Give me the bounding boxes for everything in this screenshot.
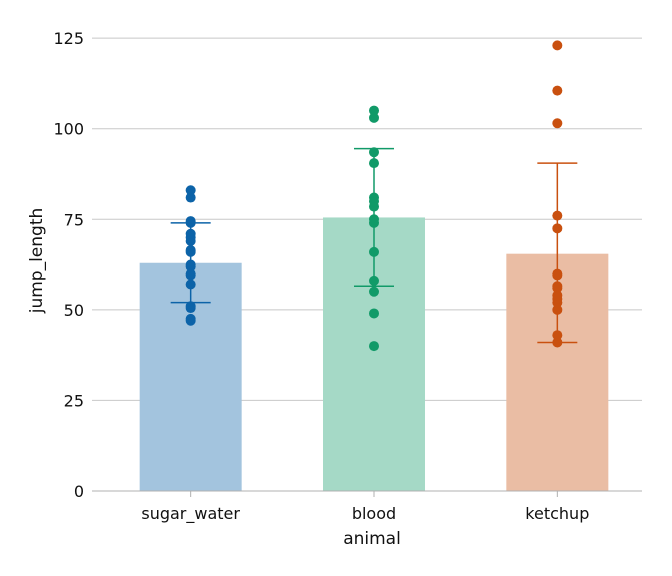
point-ketchup [552,337,563,348]
point-ketchup [552,118,563,129]
point-ketchup [552,40,563,51]
x-tick-label-sugar_water: sugar_water [141,504,240,524]
point-sugar_water [185,301,196,312]
point-sugar_water [185,216,196,227]
point-ketchup [552,210,563,221]
x-tick-label-blood: blood [352,504,396,523]
bars [139,217,609,491]
point-sugar_water [185,245,196,256]
x-tick-labels: sugar_water blood ketchup [141,491,589,524]
point-blood [369,214,379,225]
point-sugar_water [185,192,196,203]
point-blood [369,147,379,158]
y-tick-label: 25 [64,391,84,410]
point-blood [369,246,379,257]
y-tick-labels: 0 25 50 75 100 125 [53,29,84,501]
x-axis-label: animal [343,529,401,549]
point-sugar_water [185,268,196,279]
point-blood [369,275,379,286]
point-ketchup [552,304,563,315]
y-tick-label: 75 [64,210,84,229]
point-blood [369,105,379,116]
y-axis-label: jump_length [27,208,47,315]
y-tick-label: 50 [64,301,84,320]
x-tick-label-ketchup: ketchup [525,504,589,523]
point-blood [369,112,379,123]
point-ketchup [552,85,563,96]
y-tick-label: 125 [53,29,84,48]
point-sugar_water [185,313,196,324]
point-blood [369,341,379,352]
point-sugar_water [185,228,196,239]
point-ketchup [552,268,563,279]
data-points [185,40,563,352]
y-tick-label: 0 [74,482,84,501]
point-ketchup [552,290,563,301]
point-blood [369,192,379,203]
point-ketchup [552,281,563,292]
point-ketchup [552,223,563,234]
point-sugar_water [185,279,196,290]
y-tick-label: 100 [53,120,84,139]
point-blood [369,286,379,297]
point-sugar_water [185,185,196,196]
point-blood [369,308,379,319]
point-sugar_water [185,259,196,270]
point-blood [369,158,379,169]
point-ketchup [552,330,563,341]
